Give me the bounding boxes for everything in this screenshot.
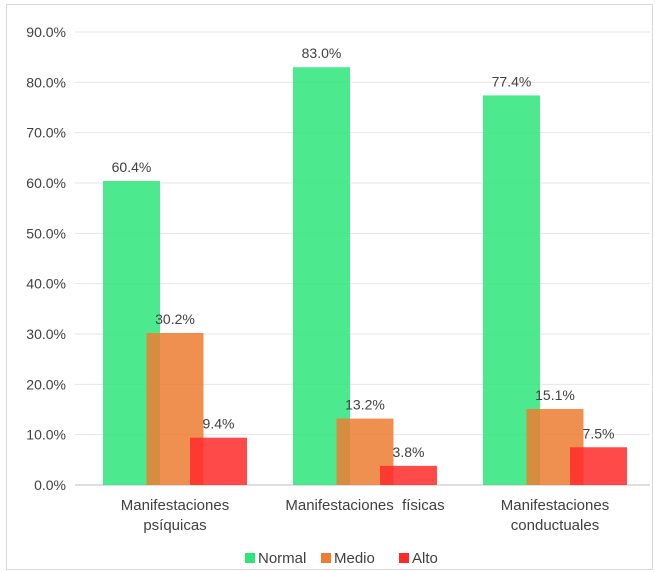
data-labels: 60.4% 83.0% 77.4% 30.2% 13.2% 15.1% 9.4% 3.8% 7.… <box>112 45 615 460</box>
data-label: 15.1% <box>535 387 575 403</box>
y-tick-label: 40.0% <box>26 276 66 292</box>
data-label: 60.4% <box>112 159 152 175</box>
bars <box>103 67 627 486</box>
data-label: 7.5% <box>583 425 615 441</box>
legend-label: Normal <box>258 550 306 567</box>
bar-alto <box>380 465 437 485</box>
data-label: 30.2% <box>155 311 195 327</box>
bar-alto <box>190 437 247 485</box>
bar-normal <box>293 67 350 485</box>
y-axis: 0.0% 10.0% 20.0% 30.0% 40.0% 50.0% 60.0% 70.0% 8… <box>26 24 66 493</box>
y-tick-label: 70.0% <box>26 125 66 141</box>
legend-label: Medio <box>334 550 375 567</box>
y-tick-label: 0.0% <box>34 477 66 493</box>
data-label: 77.4% <box>492 73 532 89</box>
legend-swatch <box>399 553 409 563</box>
legend-swatch <box>245 553 255 563</box>
y-tick-label: 80.0% <box>26 74 66 90</box>
x-axis: Manifestaciones psíquicas Manifestaciones … <box>121 497 609 534</box>
legend-item-alto: Alto <box>399 550 438 567</box>
y-tick-label: 10.0% <box>26 427 66 443</box>
legend-item-medio: Medio <box>321 550 375 567</box>
legend-swatch <box>321 553 331 563</box>
y-tick-label: 20.0% <box>26 376 66 392</box>
category-label: Manifestaciones <box>501 497 609 514</box>
y-tick-label: 50.0% <box>26 225 66 241</box>
legend-label: Alto <box>412 550 438 567</box>
y-tick-label: 90.0% <box>26 24 66 40</box>
data-label: 9.4% <box>203 416 235 432</box>
data-label: 3.8% <box>393 444 425 460</box>
category-label: conductuales <box>511 517 599 534</box>
category-label: psíquicas <box>143 517 206 534</box>
data-label: 83.0% <box>302 45 342 61</box>
data-label: 13.2% <box>345 397 385 413</box>
category-label: Manifestaciones físicas <box>285 497 444 514</box>
category-label: Manifestaciones <box>121 497 229 514</box>
legend-item-normal: Normal <box>245 550 306 567</box>
legend: Normal Medio Alto <box>245 550 438 567</box>
y-tick-label: 60.0% <box>26 175 66 191</box>
y-tick-label: 30.0% <box>26 326 66 342</box>
bar-alto <box>570 447 627 485</box>
